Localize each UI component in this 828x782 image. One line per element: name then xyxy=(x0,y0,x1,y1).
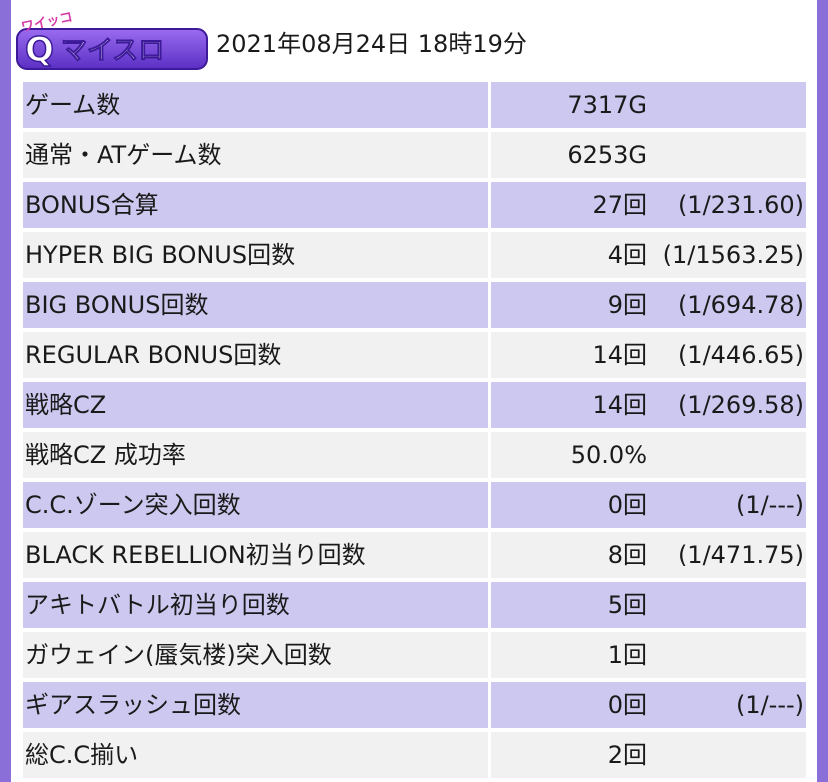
row-ratio: (1/1563.25) xyxy=(651,232,806,278)
table-row: ゲーム数 7317G xyxy=(23,82,806,128)
row-ratio: (1/---) xyxy=(651,482,806,528)
row-label: ギアスラッシュ回数 xyxy=(23,682,488,728)
table-row: BLACK REBELLION初当り回数 8回 (1/471.75) xyxy=(23,532,806,578)
row-ratio xyxy=(651,132,806,178)
row-label: 通常・ATゲーム数 xyxy=(23,132,488,178)
row-label: BONUS合算 xyxy=(23,182,488,228)
left-frame-border xyxy=(0,0,11,782)
row-label: C.C.ゾーン突入回数 xyxy=(23,482,488,528)
table-row: 戦略CZ 成功率 50.0% xyxy=(23,432,806,478)
svg-text:Q: Q xyxy=(25,30,54,70)
row-label: 戦略CZ xyxy=(23,382,488,428)
table-row: 通常・ATゲーム数 6253G xyxy=(23,132,806,178)
row-value: 14回 xyxy=(491,382,651,428)
table-row: REGULAR BONUS回数 14回 (1/446.65) xyxy=(23,332,806,378)
row-label: ゲーム数 xyxy=(23,82,488,128)
row-value: 2回 xyxy=(491,732,651,778)
table-row: 総C.C揃い 2回 xyxy=(23,732,806,778)
row-value: 4回 xyxy=(491,232,651,278)
row-ratio: (1/---) xyxy=(651,682,806,728)
row-value: 0回 xyxy=(491,482,651,528)
row-value: 50.0% xyxy=(491,432,651,478)
row-value: 6253G xyxy=(491,132,651,178)
row-label: アキトバトル初当り回数 xyxy=(23,582,488,628)
table-row: ガウェイン(蜃気楼)突入回数 1回 xyxy=(23,632,806,678)
row-label: BLACK REBELLION初当り回数 xyxy=(23,532,488,578)
row-value: 0回 xyxy=(491,682,651,728)
row-value: 14回 xyxy=(491,332,651,378)
row-label: HYPER BIG BONUS回数 xyxy=(23,232,488,278)
row-label: REGULAR BONUS回数 xyxy=(23,332,488,378)
table-row: C.C.ゾーン突入回数 0回 (1/---) xyxy=(23,482,806,528)
right-frame-border xyxy=(817,0,828,782)
table-row: ギアスラッシュ回数 0回 (1/---) xyxy=(23,682,806,728)
row-ratio: (1/269.58) xyxy=(651,382,806,428)
row-value: 7317G xyxy=(491,82,651,128)
row-ratio xyxy=(651,632,806,678)
row-ratio: (1/231.60) xyxy=(651,182,806,228)
row-ratio: (1/694.78) xyxy=(651,282,806,328)
row-ratio xyxy=(651,732,806,778)
row-label: 戦略CZ 成功率 xyxy=(23,432,488,478)
row-ratio xyxy=(651,82,806,128)
row-value: 1回 xyxy=(491,632,651,678)
table-row: BIG BONUS回数 9回 (1/694.78) xyxy=(23,282,806,328)
table-row: アキトバトル初当り回数 5回 xyxy=(23,582,806,628)
row-value: 9回 xyxy=(491,282,651,328)
row-label: BIG BONUS回数 xyxy=(23,282,488,328)
header: ワイッコ Q マイスロ 2021年08月24日 18時19分 xyxy=(11,0,817,82)
row-value: 27回 xyxy=(491,182,651,228)
datetime-stamp: 2021年08月24日 18時19分 xyxy=(216,30,527,58)
row-ratio: (1/446.65) xyxy=(651,332,806,378)
row-ratio xyxy=(651,582,806,628)
stats-table: ゲーム数 7317G 通常・ATゲーム数 6253G BONUS合算 27回 (1/231.… xyxy=(23,82,806,782)
row-label: 総C.C揃い xyxy=(23,732,488,778)
table-row: HYPER BIG BONUS回数 4回 (1/1563.25) xyxy=(23,232,806,278)
svg-text:マイスロ: マイスロ xyxy=(61,36,164,66)
q-myslo-logo: ワイッコ Q マイスロ xyxy=(13,9,211,73)
row-label: ガウェイン(蜃気楼)突入回数 xyxy=(23,632,488,678)
table-row: BONUS合算 27回 (1/231.60) xyxy=(23,182,806,228)
row-ratio: (1/471.75) xyxy=(651,532,806,578)
row-value: 8回 xyxy=(491,532,651,578)
row-value: 5回 xyxy=(491,582,651,628)
table-row: 戦略CZ 14回 (1/269.58) xyxy=(23,382,806,428)
row-ratio xyxy=(651,432,806,478)
